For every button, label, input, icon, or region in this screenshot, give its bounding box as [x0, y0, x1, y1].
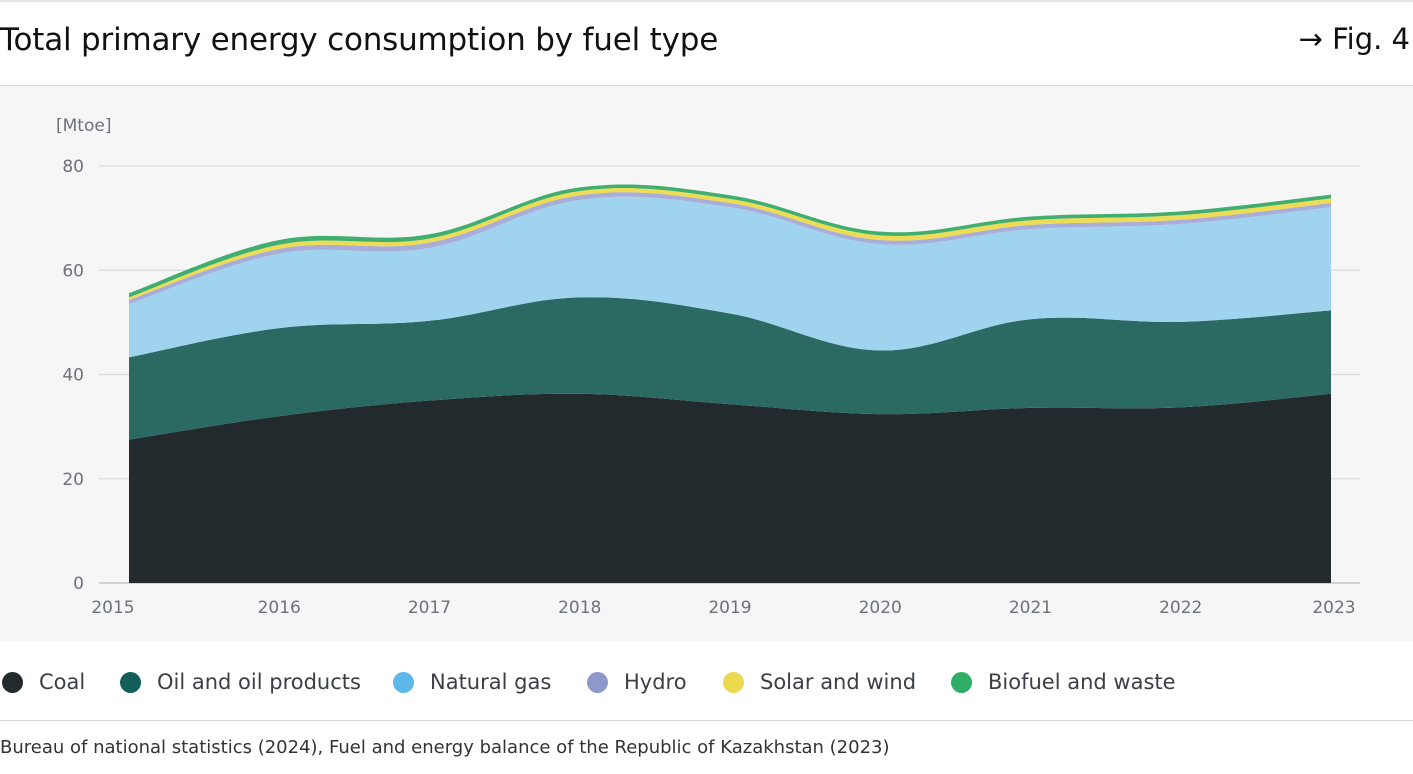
legend-label: Natural gas: [430, 670, 552, 694]
x-tick-label: 2022: [1159, 598, 1202, 618]
legend-swatch-biofuel: [951, 671, 972, 693]
axes: 0 20 40 60 80 2015 2016 2017 2018 2019 2020 2021 202…: [62, 157, 1355, 618]
area-biofuel: [129, 184, 1331, 298]
legend-item-coal[interactable]: Coal: [2, 662, 85, 702]
legend-swatch-oil: [120, 671, 141, 693]
area-natural-gas: [129, 196, 1331, 358]
y-tick-label: 0: [73, 574, 84, 594]
x-tick-label: 2016: [258, 598, 301, 618]
top-rule: [0, 0, 1413, 2]
legend: Coal Oil and oil products Natural gas Hy…: [0, 662, 1413, 702]
legend-label: Hydro: [624, 670, 687, 694]
x-tick-label: 2017: [408, 598, 451, 618]
legend-item-hydro[interactable]: Hydro: [587, 662, 687, 702]
x-tick-label: 2023: [1312, 598, 1355, 618]
area-series: [129, 184, 1331, 583]
legend-swatch-coal: [2, 671, 23, 693]
x-tick-label: 2020: [859, 598, 902, 618]
legend-label: Coal: [39, 670, 86, 694]
x-tick-label: 2021: [1009, 598, 1052, 618]
area-oil: [129, 297, 1331, 440]
y-tick-label: 20: [62, 470, 84, 490]
y-tick-label: 60: [62, 261, 84, 281]
figure-reference: → Fig. 4: [1298, 22, 1410, 56]
area-solar-wind: [129, 188, 1331, 300]
x-tick-label: 2019: [708, 598, 751, 618]
legend-item-oil[interactable]: Oil and oil products: [120, 662, 361, 702]
legend-label: Oil and oil products: [157, 670, 361, 694]
stacked-area-chart: 0 20 40 60 80 2015 2016 2017 2018 2019 2020 2021 202…: [56, 116, 1360, 618]
header-divider: [0, 85, 1413, 86]
legend-label: Biofuel and waste: [988, 670, 1176, 694]
y-tick-label: 40: [62, 366, 84, 386]
y-axis-unit-label: [Mtoe]: [56, 116, 111, 136]
chart-header: Total primary energy consumption by fuel…: [0, 22, 1413, 66]
legend-item-solar-wind[interactable]: Solar and wind: [723, 662, 916, 702]
area-hydro: [129, 192, 1331, 305]
x-tick-label: 2018: [558, 598, 601, 618]
area-coal: [129, 393, 1331, 583]
source-note: Bureau of national statistics (2024), Fu…: [0, 737, 890, 758]
legend-item-biofuel[interactable]: Biofuel and waste: [951, 662, 1176, 702]
legend-swatch-solar-wind: [723, 671, 744, 693]
y-tick-label: 80: [62, 157, 84, 177]
page-title: Total primary energy consumption by fuel…: [0, 22, 719, 58]
legend-label: Solar and wind: [760, 670, 917, 694]
x-tick-label: 2015: [91, 598, 134, 618]
legend-swatch-hydro: [587, 671, 608, 693]
source-divider: [0, 720, 1413, 721]
legend-item-natural-gas[interactable]: Natural gas: [393, 662, 551, 702]
legend-swatch-natural-gas: [393, 671, 414, 693]
